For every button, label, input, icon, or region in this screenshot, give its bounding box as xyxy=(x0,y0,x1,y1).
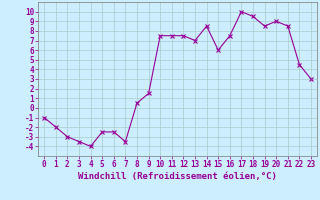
X-axis label: Windchill (Refroidissement éolien,°C): Windchill (Refroidissement éolien,°C) xyxy=(78,172,277,181)
